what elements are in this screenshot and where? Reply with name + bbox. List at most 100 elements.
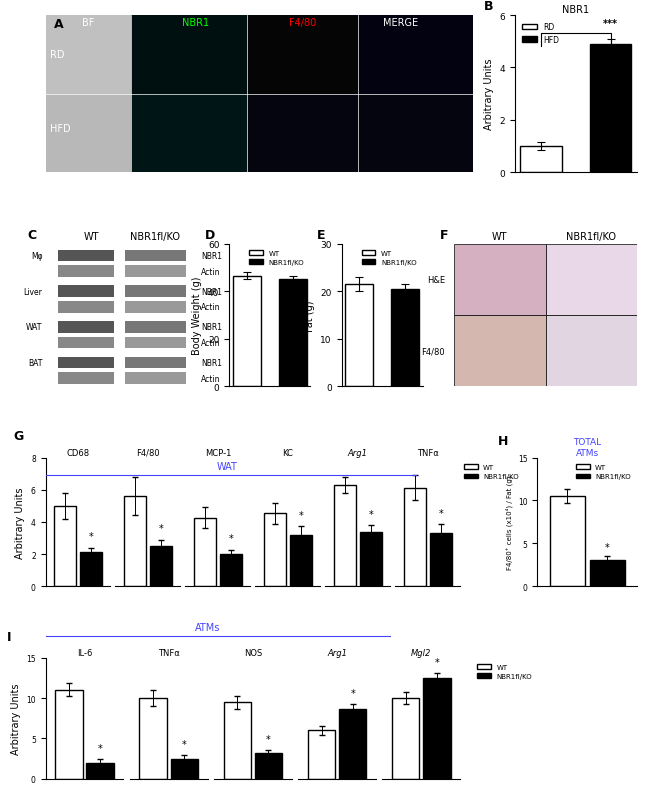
Title: NBR1: NBR1 (562, 6, 590, 15)
Text: WAT: WAT (26, 323, 42, 332)
Bar (404, 488, 426, 586)
Text: Liver: Liver (23, 287, 42, 296)
Legend: RD, HFD: RD, HFD (519, 20, 562, 47)
Title: NOS: NOS (244, 648, 262, 657)
Text: F4/80: F4/80 (289, 18, 316, 27)
Bar (233, 276, 261, 387)
Text: Actin: Actin (201, 267, 220, 276)
Bar (545, 244, 637, 316)
Text: *: * (298, 510, 304, 520)
Bar (520, 147, 562, 173)
Bar (194, 518, 216, 586)
Bar (125, 321, 186, 333)
Bar (58, 373, 114, 385)
Bar (246, 16, 358, 95)
Bar (125, 251, 186, 262)
Text: NBR1: NBR1 (201, 323, 222, 332)
Title: F4/80: F4/80 (136, 448, 160, 458)
Y-axis label: Arbitrary Units: Arbitrary Units (484, 59, 494, 130)
Text: WAT: WAT (217, 462, 238, 471)
Bar (125, 373, 186, 385)
Text: D: D (205, 228, 215, 242)
Text: *: * (439, 508, 443, 518)
Text: *: * (369, 509, 373, 519)
Bar (392, 698, 419, 779)
Text: BF: BF (82, 18, 94, 27)
Legend: WT, NBR1fl/KO: WT, NBR1fl/KO (246, 247, 307, 269)
Bar (53, 506, 76, 586)
Legend: WT, NBR1fl/KO: WT, NBR1fl/KO (359, 247, 419, 269)
Text: G: G (13, 430, 23, 442)
Bar (224, 702, 251, 779)
Title: IL-6: IL-6 (77, 648, 92, 657)
Title: TNFα: TNFα (417, 448, 439, 458)
Title: MCP-1: MCP-1 (205, 448, 231, 458)
Text: *: * (435, 657, 439, 667)
Text: Actin: Actin (201, 374, 220, 383)
Bar (125, 302, 186, 313)
Bar (58, 286, 114, 298)
Text: F: F (439, 228, 448, 242)
Text: HFD: HFD (50, 124, 70, 134)
Bar (246, 95, 358, 173)
Bar (391, 289, 419, 387)
Bar (125, 286, 186, 298)
Text: NBR1: NBR1 (201, 251, 222, 261)
Text: MERGE: MERGE (383, 18, 418, 27)
Y-axis label: Arbitrary Units: Arbitrary Units (16, 487, 25, 558)
Bar (58, 337, 114, 349)
Bar (454, 316, 545, 387)
Bar (255, 753, 282, 779)
Y-axis label: Arbitrary Units: Arbitrary Units (10, 683, 21, 754)
Title: TNFα: TNFα (158, 648, 179, 657)
Bar (358, 95, 473, 173)
Text: NBR1fl/KO: NBR1fl/KO (130, 231, 180, 242)
Bar (279, 280, 307, 387)
Bar (58, 357, 114, 369)
Bar (550, 496, 585, 586)
Bar (358, 16, 473, 95)
Text: *: * (266, 734, 271, 744)
Text: NBR1: NBR1 (182, 18, 209, 27)
Bar (58, 266, 114, 278)
Text: B: B (484, 0, 493, 13)
Y-axis label: Fat (g): Fat (g) (305, 300, 315, 331)
Text: *: * (182, 739, 187, 748)
Legend: WT, NBR1fl/KO: WT, NBR1fl/KO (461, 462, 522, 483)
Text: *: * (98, 743, 103, 752)
Bar (308, 731, 335, 779)
Bar (125, 266, 186, 278)
Text: NBR1: NBR1 (201, 359, 222, 368)
Text: NBR1fl/KO: NBR1fl/KO (566, 231, 616, 242)
Bar (359, 532, 382, 586)
Bar (454, 244, 545, 316)
Text: WT: WT (492, 231, 508, 242)
Bar (590, 560, 625, 586)
Text: H&E: H&E (427, 275, 445, 284)
Text: BAT: BAT (28, 359, 42, 368)
Text: RD: RD (50, 51, 64, 60)
Bar (55, 690, 83, 779)
Text: *: * (229, 534, 233, 544)
Text: WT: WT (83, 231, 99, 242)
Text: *: * (604, 542, 610, 552)
Text: I: I (6, 630, 11, 643)
Legend: WT, NBR1fl/KO: WT, NBR1fl/KO (573, 462, 634, 483)
Text: H: H (498, 435, 508, 448)
Bar (590, 45, 631, 173)
Bar (171, 759, 198, 779)
Bar (150, 546, 172, 586)
Text: ATMs: ATMs (195, 622, 221, 632)
Bar (131, 95, 246, 173)
Bar (423, 678, 450, 779)
Text: C: C (27, 228, 36, 242)
Bar (124, 496, 146, 586)
Bar (131, 16, 246, 95)
Text: Actin: Actin (201, 339, 220, 348)
Bar (46, 95, 131, 173)
Text: ***: *** (603, 19, 618, 29)
Text: *: * (350, 688, 355, 699)
Bar (125, 337, 186, 349)
Bar (545, 316, 637, 387)
Bar (58, 302, 114, 313)
